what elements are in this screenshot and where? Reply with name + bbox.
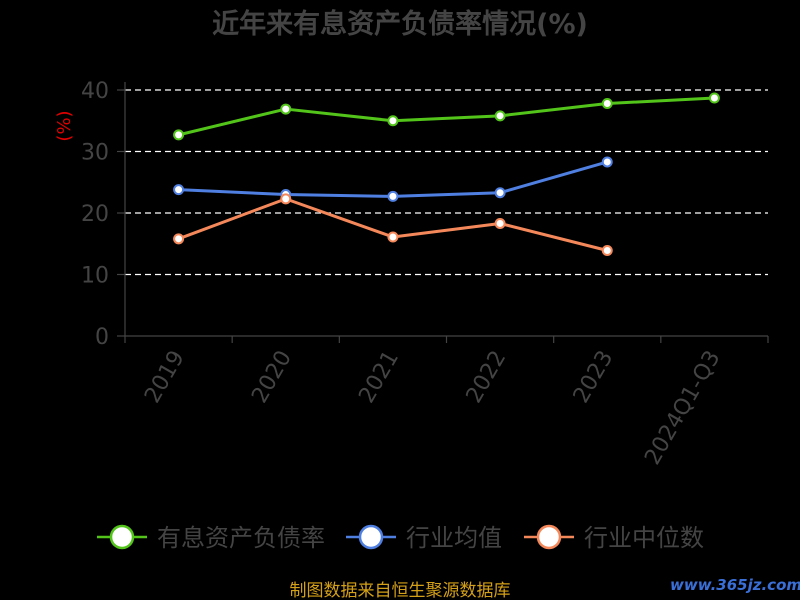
y-axis-unit: (%)	[54, 110, 75, 141]
data-point[interactable]	[280, 103, 292, 115]
x-tick-label: 2022	[462, 347, 512, 408]
legend-label: 行业均值	[406, 524, 502, 552]
series-line-2	[178, 197, 608, 252]
y-tick-label: 0	[95, 325, 109, 350]
x-tick-label: 2019	[140, 347, 190, 408]
legend-marker	[358, 524, 384, 550]
data-point[interactable]	[173, 233, 185, 245]
chart-title: 近年来有息资产负债率情况(%)	[212, 8, 588, 40]
data-point[interactable]	[173, 129, 185, 141]
y-tick-labels: 0 10 20 30 40	[81, 79, 109, 350]
data-point[interactable]	[387, 190, 399, 202]
data-point[interactable]	[387, 231, 399, 243]
x-tick-label: 2021	[354, 347, 404, 408]
legend-item-0[interactable]: 有息资产负债率	[97, 524, 325, 552]
y-tick-label: 30	[81, 141, 109, 166]
x-tick-label: 2020	[247, 347, 297, 408]
y-tick-label: 40	[81, 79, 109, 104]
grid-lines	[125, 89, 768, 276]
data-point[interactable]	[708, 92, 720, 104]
data-source-note: 制图数据来自恒生聚源数据库	[290, 581, 511, 600]
y-tick-label: 20	[81, 202, 109, 227]
y-tick-label: 10	[81, 264, 109, 289]
data-point[interactable]	[494, 217, 506, 229]
legend-marker	[536, 524, 562, 550]
legend-label: 有息资产负债率	[157, 524, 325, 552]
axes	[117, 82, 769, 343]
legend-marker	[109, 524, 135, 550]
legend[interactable]: 有息资产负债率 行业均值 行业中位数	[97, 524, 704, 552]
x-tick-label: 2023	[569, 347, 619, 408]
series-line-0	[178, 96, 715, 137]
data-point[interactable]	[601, 245, 613, 257]
legend-item-2[interactable]: 行业中位数	[524, 524, 704, 552]
data-point[interactable]	[387, 115, 399, 127]
data-point[interactable]	[280, 193, 292, 205]
data-point[interactable]	[601, 98, 613, 110]
data-point[interactable]	[494, 187, 506, 199]
legend-label: 行业中位数	[584, 524, 704, 552]
data-point[interactable]	[494, 110, 506, 122]
legend-item-1[interactable]: 行业均值	[346, 524, 502, 552]
x-tick-labels: 2019 2020 2021 2022 2023 2024Q1-Q3	[140, 347, 725, 470]
watermark: www.365jz.com	[670, 576, 800, 594]
data-point[interactable]	[173, 184, 185, 196]
data-point[interactable]	[601, 156, 613, 168]
series-group	[173, 92, 720, 257]
x-tick-label: 2024Q1-Q3	[640, 347, 725, 470]
